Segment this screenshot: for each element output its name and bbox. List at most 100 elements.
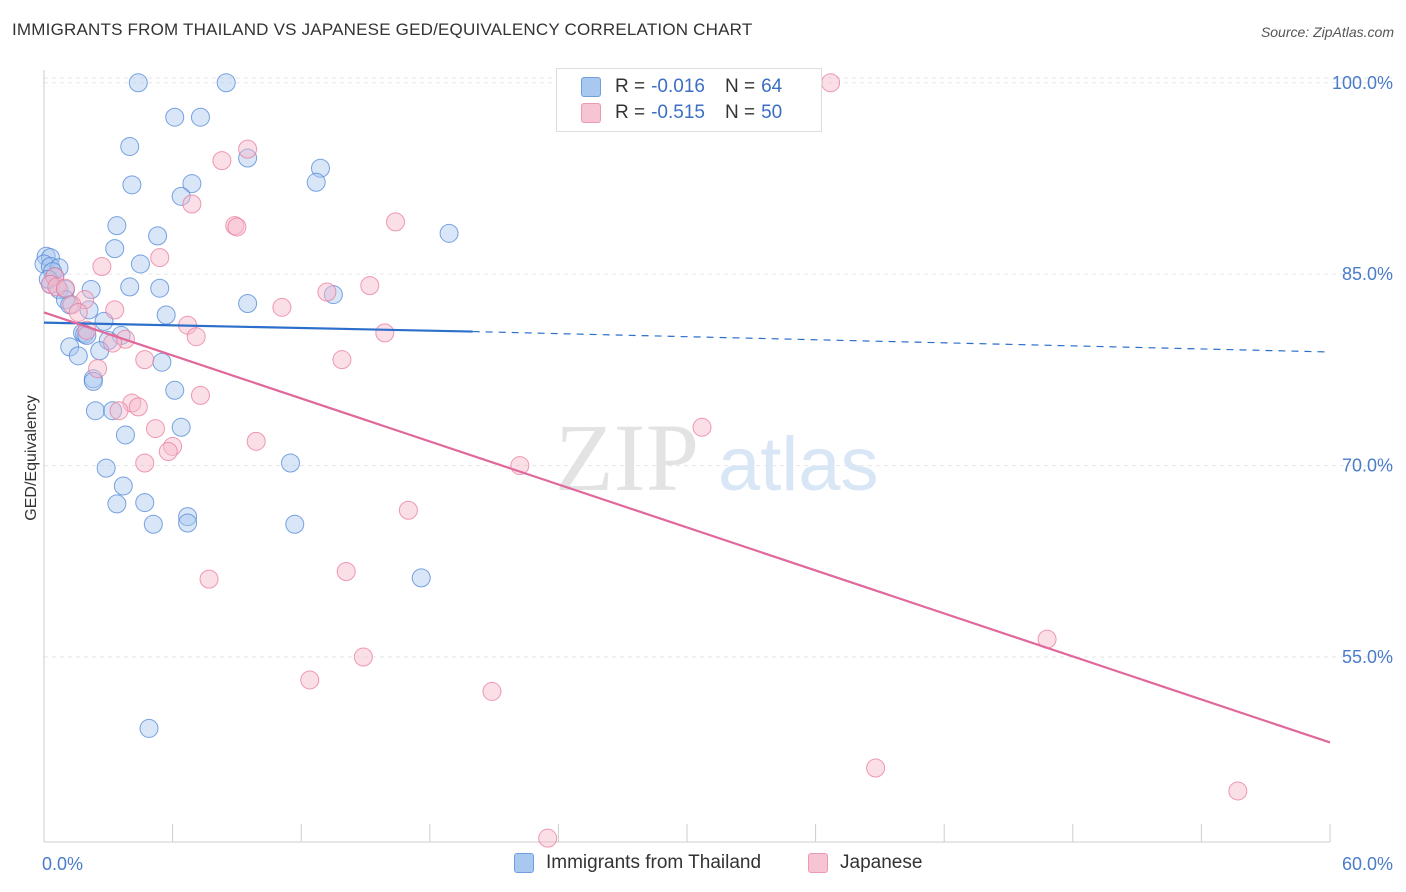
x-tick-label: 0.0% (42, 854, 83, 874)
data-point (148, 226, 168, 246)
legend-swatch-thailand (581, 77, 601, 97)
data-point (130, 254, 150, 274)
legend-n-label: N = (724, 102, 756, 123)
data-point (96, 458, 116, 478)
data-point (107, 216, 127, 236)
data-point (109, 401, 129, 421)
legend-r-value: -0.016 (651, 76, 705, 97)
y-tick-label: 70.0% (1342, 456, 1393, 476)
data-point (107, 494, 127, 514)
data-point (227, 217, 247, 237)
legend-n-value: 64 (761, 76, 783, 97)
watermark-atlas: atlas (718, 422, 879, 507)
trend-line (43, 311, 1331, 744)
points-series-2 (40, 73, 1248, 848)
legend-row-thailand: R = -0.016 N = 64 (581, 75, 782, 99)
data-point (190, 385, 210, 405)
data-point (171, 186, 191, 206)
data-point (128, 73, 148, 93)
data-point (821, 73, 841, 93)
data-point (103, 333, 123, 353)
data-point (190, 107, 210, 127)
y-tick-label: 85.0% (1342, 264, 1393, 284)
data-point (212, 151, 232, 171)
bottom-legend-label-japanese: Japanese (840, 852, 923, 873)
data-point (105, 239, 125, 259)
data-point (336, 561, 356, 581)
data-point (178, 507, 198, 527)
data-point (143, 514, 163, 534)
data-point (128, 397, 148, 417)
data-point (135, 453, 155, 473)
data-point (1228, 781, 1248, 801)
data-point (152, 352, 172, 372)
y-axis-title: GED/Equivalency (23, 395, 40, 520)
source-label: Source: ZipAtlas.com (1260, 24, 1394, 40)
data-point (310, 158, 330, 178)
watermark: ZIP atlas (555, 404, 879, 511)
y-tick-label: 55.0% (1342, 647, 1393, 667)
data-point (182, 174, 202, 194)
trend-line-extension (472, 330, 1331, 353)
stats-legend: R = -0.016 N = 64 R = -0.515 N = 50 (556, 68, 822, 132)
data-point (317, 282, 337, 302)
data-point (62, 295, 82, 315)
data-point (83, 371, 103, 391)
y-axis-label: GED/Equivalency (23, 395, 40, 520)
data-point (135, 350, 155, 370)
data-point (156, 305, 176, 325)
data-point (866, 758, 886, 778)
data-point (55, 278, 75, 298)
data-point (113, 476, 133, 496)
data-point (375, 323, 395, 343)
data-point (482, 681, 502, 701)
data-point (120, 277, 140, 297)
data-point (150, 248, 170, 268)
data-point (103, 401, 123, 421)
data-point (280, 453, 300, 473)
data-point (120, 137, 140, 157)
data-point (139, 718, 159, 738)
data-point (439, 223, 459, 243)
data-point (332, 350, 352, 370)
data-point (92, 257, 112, 277)
data-point (158, 442, 178, 462)
data-point (272, 297, 292, 317)
data-point (538, 828, 558, 848)
data-point (306, 172, 326, 192)
data-point (182, 194, 202, 214)
data-point (165, 380, 185, 400)
bottom-legend-label-thailand: Immigrants from Thailand (546, 852, 762, 873)
watermark-zip: ZIP (555, 404, 699, 511)
legend-r-label: R = (615, 76, 646, 97)
data-point (411, 568, 431, 588)
legend-swatch-japanese (581, 103, 601, 123)
data-point (692, 417, 712, 437)
data-point (88, 359, 108, 379)
data-point (105, 300, 125, 320)
legend-n-label: N = (724, 76, 756, 97)
data-point (300, 670, 320, 690)
data-point (216, 73, 236, 93)
data-point (246, 431, 266, 451)
data-point (186, 327, 206, 347)
bottom-legend-swatch-thailand (514, 853, 534, 873)
data-point (122, 175, 142, 195)
legend-n-value: 50 (761, 102, 783, 123)
data-point (145, 419, 165, 439)
data-point (165, 107, 185, 127)
chart-title: IMMIGRANTS FROM THAILAND VS JAPANESE GED… (12, 20, 753, 39)
bottom-legend-japanese: Japanese (808, 852, 922, 874)
legend-row-japanese: R = -0.515 N = 50 (581, 101, 782, 125)
x-tick-label: 60.0% (1342, 854, 1393, 874)
axes (43, 70, 1331, 843)
legend-r-value: -0.515 (651, 102, 705, 123)
data-point (199, 569, 219, 589)
data-point (238, 294, 258, 314)
data-point (171, 417, 191, 437)
trend-line (43, 321, 473, 333)
data-point (238, 139, 258, 159)
data-point (398, 500, 418, 520)
trend-lines (43, 311, 1331, 744)
data-point (353, 647, 373, 667)
